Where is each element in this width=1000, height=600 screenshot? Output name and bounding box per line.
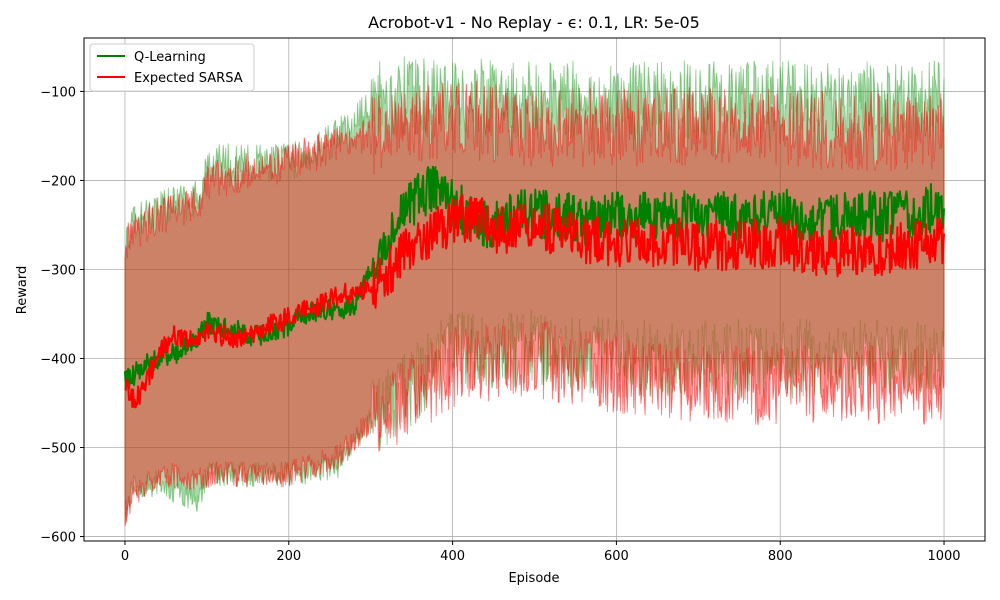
x-tick-label: 1000 bbox=[927, 549, 960, 564]
band-q-learning bbox=[124, 56, 945, 525]
x-tick-label: 400 bbox=[440, 549, 465, 564]
y-tick-label: −200 bbox=[40, 174, 76, 189]
y-tick-label: −500 bbox=[40, 442, 76, 457]
x-tick-label: 200 bbox=[276, 549, 301, 564]
x-tick-label: 800 bbox=[768, 549, 793, 564]
line-expected-sarsa bbox=[124, 193, 945, 409]
legend: Q-Learning Expected SARSA bbox=[89, 43, 255, 92]
y-tick-label: −400 bbox=[40, 352, 76, 367]
chart-title: Acrobot-v1 - No Replay - ϵ: 0.1, LR: 5e-… bbox=[368, 13, 700, 32]
x-tick-label: 600 bbox=[604, 549, 629, 564]
plot-frame bbox=[83, 37, 986, 542]
y-tick-label: −100 bbox=[40, 85, 76, 100]
y-axis-label: Reward bbox=[15, 266, 30, 314]
y-tick-label: −300 bbox=[40, 263, 76, 278]
legend-label-expected-sarsa: Expected SARSA bbox=[134, 71, 243, 86]
line-layer bbox=[124, 165, 945, 409]
band-expected-sarsa bbox=[124, 80, 945, 527]
tick-layer: 0 200 400 600 800 1000 −600 −500 −400 −300 −200 −10… bbox=[40, 85, 960, 564]
y-tick-label: −600 bbox=[40, 531, 76, 546]
grid-layer bbox=[84, 38, 985, 541]
legend-box bbox=[89, 43, 255, 92]
x-axis-label: Episode bbox=[508, 571, 559, 586]
band-layer bbox=[124, 56, 945, 527]
x-tick-label: 0 bbox=[121, 549, 129, 564]
legend-label-q-learning: Q-Learning bbox=[134, 50, 206, 65]
